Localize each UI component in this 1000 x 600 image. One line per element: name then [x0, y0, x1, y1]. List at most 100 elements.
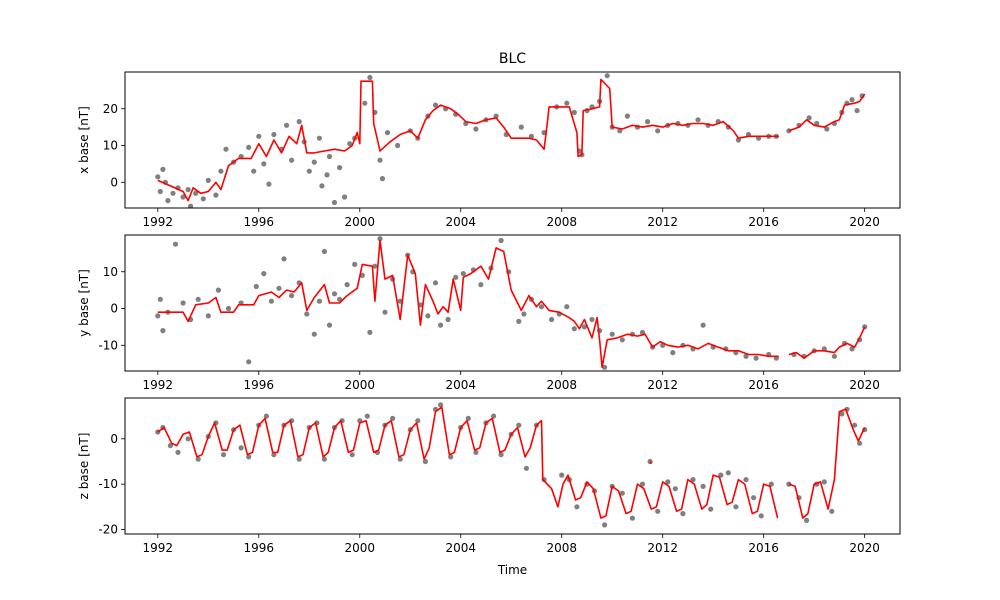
data-point [516, 422, 522, 428]
data-point [180, 300, 186, 306]
data-point [564, 304, 570, 310]
y-base-panel: 1992 1996 2000 2004 2008 2012 2016 2020 -10 0 10 y … [77, 234, 901, 392]
x-tick-label: 1992 [143, 215, 174, 229]
data-point [743, 477, 749, 483]
data-point [498, 237, 504, 244]
x-tick-label: 2016 [748, 541, 779, 555]
y-axis-label: x base [nT] [77, 106, 91, 174]
x-tick-label: 2016 [748, 378, 779, 392]
data-point [251, 168, 257, 174]
data-point [574, 504, 580, 510]
data-point [225, 305, 232, 312]
x-tick-label: 2012 [647, 378, 678, 392]
data-point [326, 153, 333, 160]
data-point [589, 316, 595, 323]
data-point [223, 146, 229, 152]
data-point [395, 142, 401, 149]
data-point [831, 353, 838, 359]
data-point [460, 271, 466, 277]
data-point [377, 236, 383, 242]
y-axis-label: y base [nT] [77, 269, 91, 337]
data-point [718, 472, 724, 478]
data-point [478, 282, 484, 288]
x-tick-label: 2000 [344, 541, 375, 555]
data-point [498, 452, 504, 458]
data-point [821, 479, 827, 485]
data-point [619, 490, 625, 496]
data-point [263, 413, 269, 419]
data-point [215, 287, 221, 293]
y-tick-label: 0 [110, 175, 118, 189]
data-point [331, 291, 338, 297]
data-point [316, 135, 322, 141]
x-tick-label: 2020 [849, 378, 880, 392]
x-tick-label: 1992 [143, 541, 174, 555]
data-point [768, 481, 774, 487]
y-axis-label: z base [nT] [77, 433, 91, 500]
data-point [743, 353, 749, 359]
data-point [432, 102, 439, 108]
data-point [367, 74, 373, 81]
x-tick-label: 2012 [647, 541, 678, 555]
data-point [165, 198, 171, 204]
data-point [261, 271, 267, 277]
data-point [157, 188, 163, 195]
y-tick-label: -20 [98, 522, 118, 536]
data-point [195, 296, 201, 302]
data-point [700, 483, 706, 489]
y-tick-label: 0 [110, 432, 118, 446]
data-point [193, 190, 199, 196]
data-point [289, 293, 295, 299]
data-point [604, 73, 610, 79]
z-base-panel: 1992 1996 2000 2004 2008 2012 2016 2020 -20 -10 0 z… [77, 397, 901, 555]
data-point [700, 322, 706, 328]
chart-title: BLC [499, 51, 526, 67]
data-point [538, 304, 545, 310]
data-point [213, 192, 219, 198]
data-point [571, 109, 577, 115]
data-point [205, 313, 211, 319]
data-point [852, 422, 858, 428]
data-point [549, 316, 555, 323]
data-point [733, 504, 739, 510]
baseline-line-segment [157, 406, 779, 519]
data-point [170, 190, 176, 196]
data-point [751, 495, 757, 501]
y-tick-label: 0 [110, 302, 118, 316]
data-point [372, 263, 378, 269]
data-point [518, 124, 524, 130]
x-tick-label: 2000 [344, 215, 375, 229]
data-point [337, 165, 343, 171]
data-point [326, 322, 333, 328]
y-tick-label: -10 [98, 477, 118, 491]
x-tick-label: 2008 [546, 378, 577, 392]
baseline-line-segment [788, 326, 866, 359]
data-point [523, 465, 530, 471]
data-point [445, 316, 451, 323]
x-tick-label: 2020 [849, 215, 880, 229]
data-point [521, 311, 527, 317]
y-tick-label: 10 [103, 139, 118, 153]
data-point [367, 329, 373, 335]
data-point [281, 256, 287, 262]
data-point [839, 411, 845, 417]
x-tick-label: 2004 [445, 541, 476, 555]
data-point [849, 346, 855, 352]
data-point [655, 508, 661, 514]
data-point [629, 515, 636, 521]
data-point [246, 144, 252, 150]
data-point [238, 445, 244, 451]
data-point [347, 141, 353, 147]
data-point [708, 506, 714, 512]
axes-frame [124, 234, 901, 372]
data-point [261, 161, 267, 167]
data-point [422, 458, 428, 465]
x-tick-label: 2016 [748, 215, 779, 229]
x-tick-label: 1996 [244, 215, 275, 229]
data-point [619, 337, 625, 343]
data-point [271, 131, 277, 138]
data-point [695, 117, 701, 123]
data-point [200, 196, 206, 202]
data-point [296, 456, 302, 462]
